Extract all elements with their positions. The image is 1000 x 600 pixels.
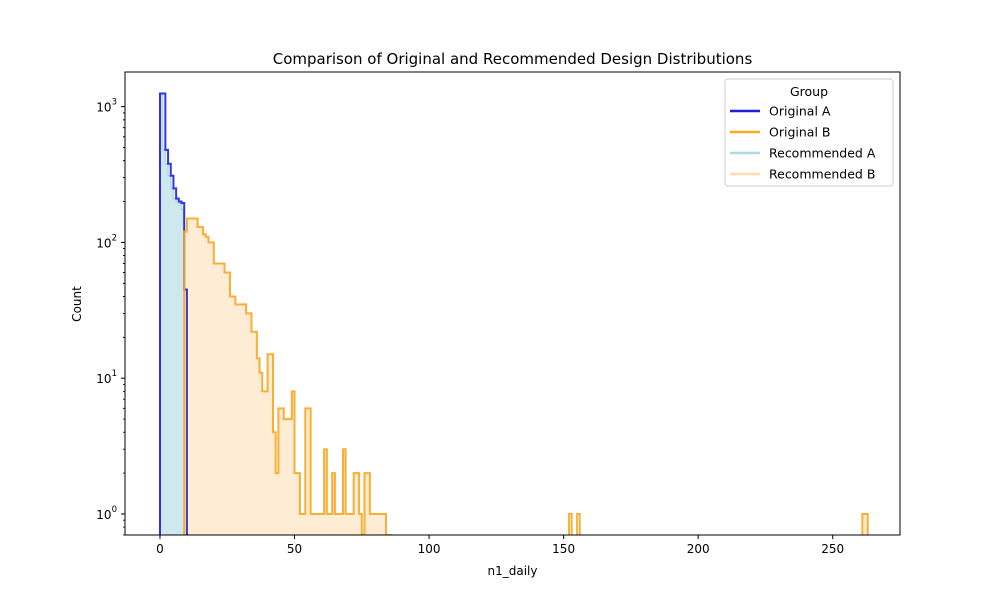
- x-axis: 0 50 100 150 200 250: [156, 535, 844, 556]
- series-layer: [158, 92, 869, 535]
- y-axis: 100 101 102 103: [96, 98, 125, 536]
- y-tick-label: 100: [96, 505, 117, 522]
- series-original-b-outlier-1: [576, 512, 581, 535]
- legend-label: Original B: [769, 125, 830, 140]
- x-tick-label: 50: [287, 542, 302, 556]
- x-tick-label: 200: [687, 542, 710, 556]
- legend-title: Group: [790, 84, 828, 99]
- y-tick-label: 103: [96, 98, 117, 115]
- x-tick-label: 0: [156, 542, 164, 556]
- legend-box: [724, 78, 894, 187]
- legend-label: Recommended A: [769, 146, 876, 161]
- legend-label: Recommended B: [769, 167, 875, 182]
- x-tick-label: 250: [821, 542, 844, 556]
- x-tick-label: 150: [552, 542, 575, 556]
- series-recommended-b-area: [183, 217, 392, 535]
- legend: Group Original A Original B Recommended A R…: [724, 78, 894, 187]
- legend-label: Original A: [769, 104, 831, 119]
- plot-area-frame: [124, 71, 901, 536]
- x-axis-label: n1_daily: [488, 564, 538, 578]
- y-axis-label: Count: [70, 286, 84, 322]
- y-tick-label: 102: [96, 233, 117, 250]
- x-tick-label: 100: [418, 542, 441, 556]
- chart-title: Comparison of Original and Recommended D…: [273, 50, 753, 68]
- legend-entries: Original A Original B Recommended A Recomme…: [730, 104, 876, 182]
- y-tick-label: 101: [96, 369, 117, 386]
- series-original-b-line: [183, 217, 392, 535]
- series-recommended-a-area: [159, 92, 185, 535]
- series-original-b-outlier-0: [568, 512, 573, 535]
- series-original-a-line: [158, 92, 188, 535]
- series-original-b-outlier-2: [861, 512, 869, 535]
